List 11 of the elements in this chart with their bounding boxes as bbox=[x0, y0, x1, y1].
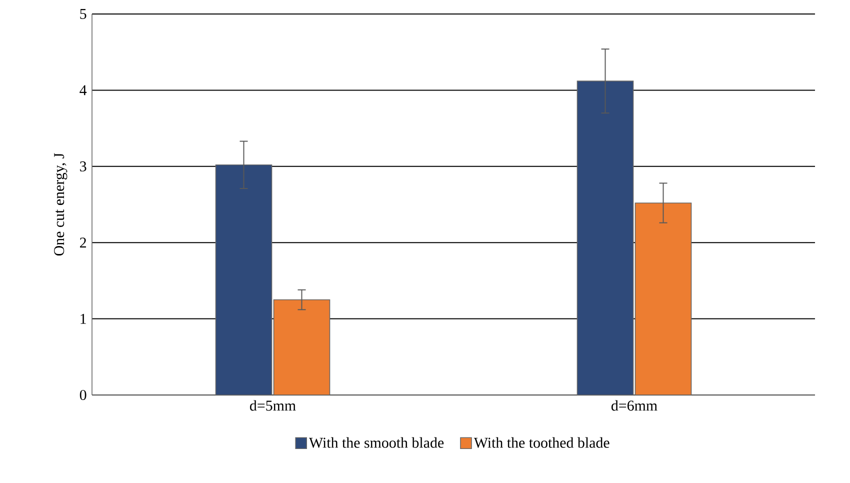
y-tick-label: 2 bbox=[80, 238, 86, 248]
y-tick-label: 5 bbox=[80, 9, 86, 19]
legend-label: With the toothed blade bbox=[474, 437, 610, 448]
x-tick-label: d=5mm bbox=[250, 400, 296, 411]
y-axis-title: One cut energy, J bbox=[54, 153, 68, 256]
legend-label: With the smooth blade bbox=[309, 437, 444, 448]
y-tick-label: 1 bbox=[80, 314, 86, 324]
y-tick-label: 0 bbox=[80, 390, 86, 400]
x-tick-label: d=6mm bbox=[611, 400, 658, 411]
y-tick-label: 4 bbox=[80, 85, 87, 96]
y-tick-label: 3 bbox=[80, 161, 86, 172]
